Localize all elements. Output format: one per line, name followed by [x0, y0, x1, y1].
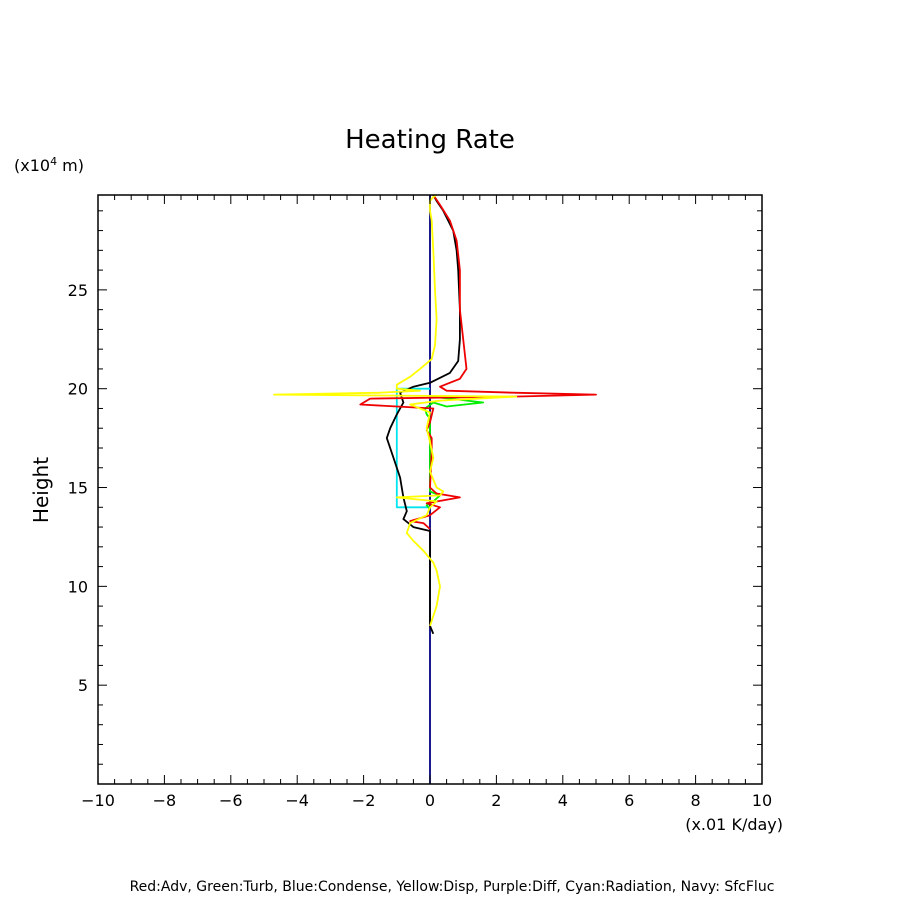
y-tick-label: 10 [68, 577, 88, 596]
series-green-line [424, 395, 485, 510]
x-tick-label: −10 [81, 791, 115, 810]
x-tick-label: 10 [752, 791, 772, 810]
y-tick-label: 20 [68, 380, 88, 399]
y-unit-label: (x104 m) [14, 155, 84, 175]
chart-title: Heating Rate [345, 125, 515, 155]
x-tick-label: 4 [558, 791, 568, 810]
plot-frame [97, 194, 763, 785]
series-black-line [385, 194, 461, 635]
x-tick-label: −8 [153, 791, 177, 810]
legend-footnote: Red:Adv, Green:Turb, Blue:Condense, Yell… [130, 879, 775, 895]
x-tick-label: −2 [352, 791, 376, 810]
series-cyan-line [395, 387, 430, 509]
x-tick-label: 6 [624, 791, 634, 810]
series-red-line [359, 194, 597, 530]
x-tick-label: 2 [491, 791, 501, 810]
y-tick-label: 5 [78, 676, 88, 695]
tick-layer: −10 −8 −6 −4 −2 0 2 4 6 8 10 5 10 15 20 25 [68, 195, 772, 810]
x-axis-label: (x.01 K/day) [685, 815, 783, 834]
x-tick-label: −4 [285, 791, 309, 810]
y-tick-label: 25 [68, 281, 88, 300]
y-axis-label: Height [29, 457, 53, 523]
y-tick-label: 15 [68, 479, 88, 498]
x-tick-label: 0 [425, 791, 435, 810]
x-tick-label: −6 [219, 791, 243, 810]
x-tick-label: 8 [691, 791, 701, 810]
series-layer [273, 194, 597, 784]
series-yellow-line [273, 194, 518, 627]
